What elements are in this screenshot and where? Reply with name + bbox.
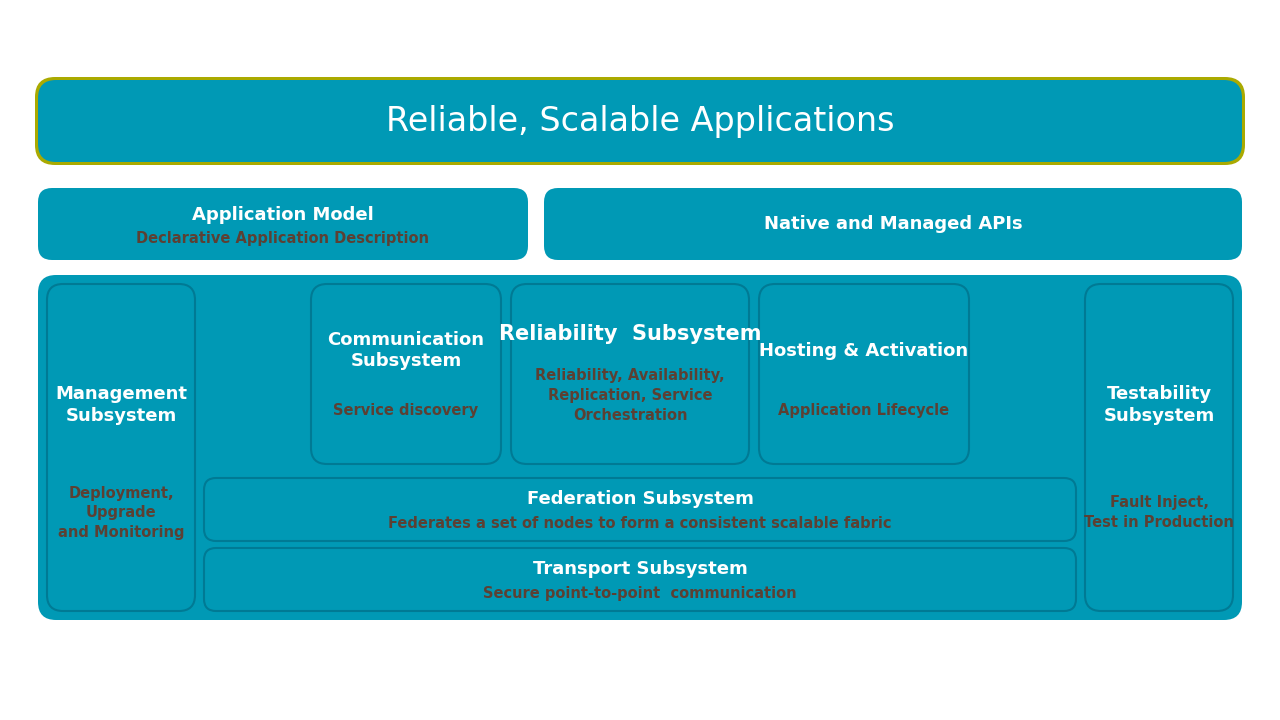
FancyBboxPatch shape — [38, 188, 529, 260]
FancyBboxPatch shape — [204, 548, 1076, 611]
FancyBboxPatch shape — [511, 284, 749, 464]
Text: Secure point-to-point  communication: Secure point-to-point communication — [483, 586, 797, 601]
FancyBboxPatch shape — [38, 275, 1242, 620]
FancyBboxPatch shape — [1085, 284, 1233, 611]
Text: Communication
Subsystem: Communication Subsystem — [328, 331, 485, 370]
Text: Declarative Application Description: Declarative Application Description — [137, 231, 430, 246]
FancyBboxPatch shape — [759, 284, 969, 464]
Text: Service discovery: Service discovery — [333, 402, 479, 418]
Text: Reliability, Availability,
Replication, Service
Orchestration: Reliability, Availability, Replication, … — [535, 369, 724, 423]
Text: Transport Subsystem: Transport Subsystem — [532, 559, 748, 577]
Text: Application Model: Application Model — [192, 206, 374, 224]
Text: Application Lifecycle: Application Lifecycle — [778, 402, 950, 418]
FancyBboxPatch shape — [47, 284, 195, 611]
Text: Reliability  Subsystem: Reliability Subsystem — [499, 325, 762, 344]
Text: Hosting & Activation: Hosting & Activation — [759, 341, 969, 359]
Text: Management
Subsystem: Management Subsystem — [55, 385, 187, 425]
Text: Federation Subsystem: Federation Subsystem — [526, 490, 754, 508]
FancyBboxPatch shape — [204, 478, 1076, 541]
Text: Native and Managed APIs: Native and Managed APIs — [764, 215, 1023, 233]
FancyBboxPatch shape — [311, 284, 500, 464]
Text: Reliable, Scalable Applications: Reliable, Scalable Applications — [385, 104, 895, 138]
FancyBboxPatch shape — [544, 188, 1242, 260]
FancyBboxPatch shape — [38, 80, 1242, 162]
FancyBboxPatch shape — [35, 77, 1245, 165]
Text: Testability
Subsystem: Testability Subsystem — [1103, 385, 1215, 425]
Text: Federates a set of nodes to form a consistent scalable fabric: Federates a set of nodes to form a consi… — [388, 516, 892, 531]
Text: Deployment,
Upgrade
and Monitoring: Deployment, Upgrade and Monitoring — [58, 485, 184, 540]
Text: Fault Inject,
Test in Production: Fault Inject, Test in Production — [1084, 495, 1234, 531]
